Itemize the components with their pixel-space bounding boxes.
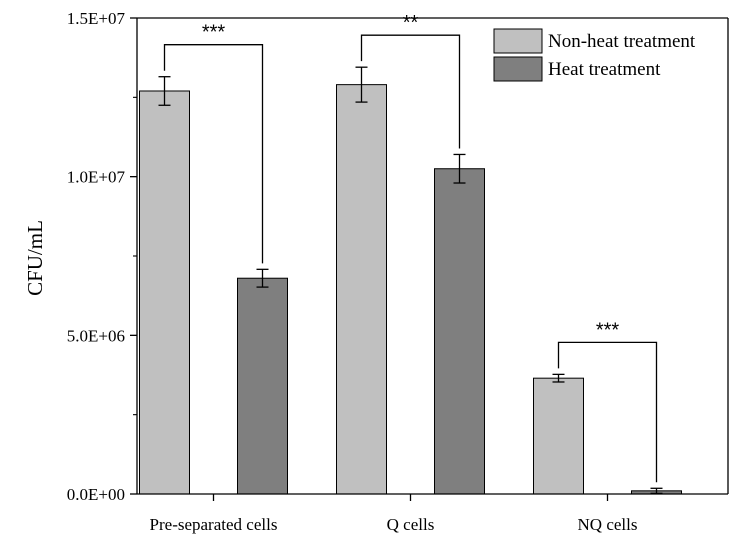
y-tick-label: 1.0E+07	[67, 168, 126, 187]
bar-non-heat-2	[533, 377, 584, 495]
significance-label-2: ***	[596, 319, 620, 341]
legend: Non-heat treatment Heat treatment	[493, 28, 696, 82]
y-axis-title: CFU/mL	[23, 220, 47, 296]
y-tick-label: 5.0E+06	[67, 326, 125, 345]
legend-label-heat: Heat treatment	[548, 59, 661, 80]
significance-bracket-1	[360, 34, 461, 149]
legend-label-non-heat: Non-heat treatment	[548, 31, 696, 52]
significance-label-1: **	[403, 12, 419, 34]
bar-heat-0	[237, 277, 288, 495]
significance-layer: *** *****	[163, 12, 658, 483]
bar-heat-1	[434, 168, 485, 495]
y-tick-label: 1.5E+07	[67, 9, 126, 28]
legend-swatch-non-heat	[493, 28, 543, 54]
significance-bracket-2	[557, 341, 658, 483]
legend-swatch-heat	[493, 56, 543, 82]
y-tick-label: 0.0E+00	[67, 485, 125, 504]
bar-non-heat-1	[336, 84, 387, 495]
x-category-label-2: NQ cells	[578, 515, 638, 534]
axes-layer: 0.0E+00 5.0E+06 1.0E+07 1.5E+07 Pre-separate…	[67, 9, 729, 534]
significance-label-0: ***	[202, 22, 226, 44]
x-category-label-1: Q cells	[387, 515, 435, 534]
bar-non-heat-0	[139, 90, 190, 495]
significance-bracket-0	[163, 44, 264, 264]
bars-layer	[139, 84, 682, 495]
x-category-label-0: Pre-separated cells	[150, 515, 278, 534]
error-bars-layer	[158, 66, 663, 495]
